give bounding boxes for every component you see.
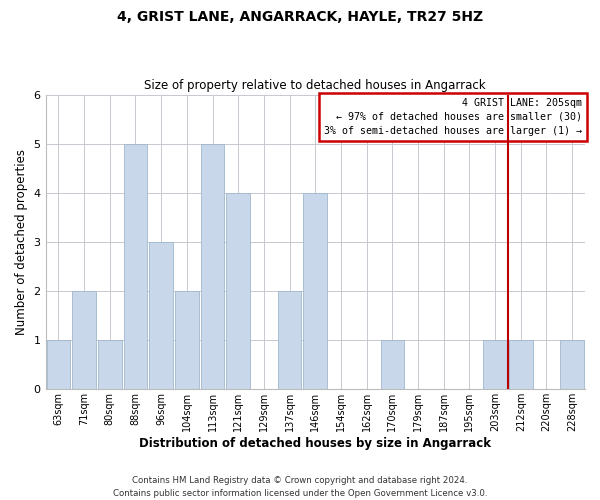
Bar — [226, 193, 250, 390]
Y-axis label: Number of detached properties: Number of detached properties — [15, 149, 28, 335]
Bar — [47, 340, 70, 390]
Text: 4, GRIST LANE, ANGARRACK, HAYLE, TR27 5HZ: 4, GRIST LANE, ANGARRACK, HAYLE, TR27 5H… — [117, 10, 483, 24]
Bar — [483, 340, 507, 390]
Bar — [201, 144, 224, 390]
Text: Contains HM Land Registry data © Crown copyright and database right 2024.
Contai: Contains HM Land Registry data © Crown c… — [113, 476, 487, 498]
Bar — [304, 193, 327, 390]
Bar — [175, 291, 199, 390]
Bar — [380, 340, 404, 390]
Bar — [278, 291, 301, 390]
Bar — [509, 340, 533, 390]
Title: Size of property relative to detached houses in Angarrack: Size of property relative to detached ho… — [145, 79, 486, 92]
Text: 4 GRIST LANE: 205sqm
← 97% of detached houses are smaller (30)
3% of semi-detach: 4 GRIST LANE: 205sqm ← 97% of detached h… — [325, 98, 583, 136]
Bar — [149, 242, 173, 390]
X-axis label: Distribution of detached houses by size in Angarrack: Distribution of detached houses by size … — [139, 437, 491, 450]
Bar — [72, 291, 96, 390]
Bar — [98, 340, 122, 390]
Bar — [560, 340, 584, 390]
Bar — [124, 144, 147, 390]
